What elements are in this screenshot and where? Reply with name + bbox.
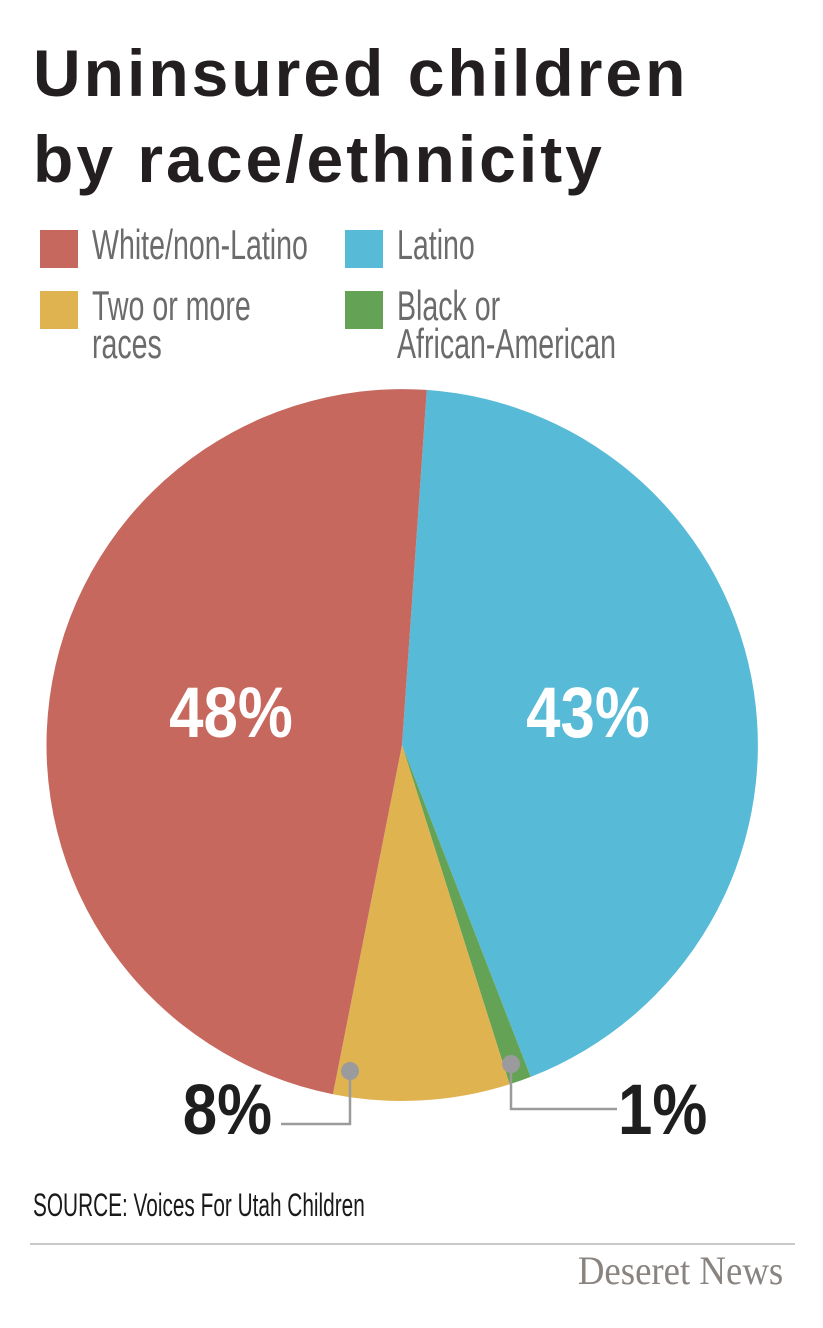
- pie-slice-two-or-more-races: [332, 745, 510, 1101]
- title-line-2: by race/ethnicity: [33, 122, 605, 196]
- slice-label-white-non-latino: 48%: [169, 674, 293, 753]
- slice-label-latino: 43%: [526, 674, 650, 753]
- legend-label-latino: Latino: [397, 221, 475, 268]
- slice-label-two-or-more-races: 8%: [182, 1071, 272, 1150]
- slice-label-black-or-african-american: 1%: [618, 1071, 708, 1150]
- legend-swatch-black-or-african-american: [345, 291, 383, 329]
- callout-dot-1pct: [502, 1055, 520, 1073]
- callouts: [281, 1055, 617, 1126]
- legend-label-black-or-african-american: Black or African-American: [397, 282, 617, 367]
- divider-line: [30, 1243, 795, 1245]
- legend-label-white-non-latino: White/non-Latino: [92, 221, 308, 268]
- legend-swatch-two-or-more-races: [40, 291, 78, 329]
- deseret-news-logo: Deseret News: [577, 1248, 783, 1293]
- legend-swatch-latino: [345, 230, 383, 268]
- title-line-1: Uninsured children: [33, 36, 689, 110]
- legend-label-two-or-more-races: Two or more races: [92, 282, 251, 367]
- source-attribution: SOURCE: Voices For Utah Children: [33, 1187, 365, 1223]
- callout-dot-8pct: [341, 1062, 359, 1080]
- callout-line-1pct: [509, 1064, 617, 1111]
- pie-slice-black-or-african-american: [402, 745, 531, 1085]
- page-title: Uninsured children by race/ethnicity: [33, 30, 688, 202]
- legend-swatch-white-non-latino: [40, 230, 78, 268]
- callout-line-8pct: [281, 1071, 352, 1126]
